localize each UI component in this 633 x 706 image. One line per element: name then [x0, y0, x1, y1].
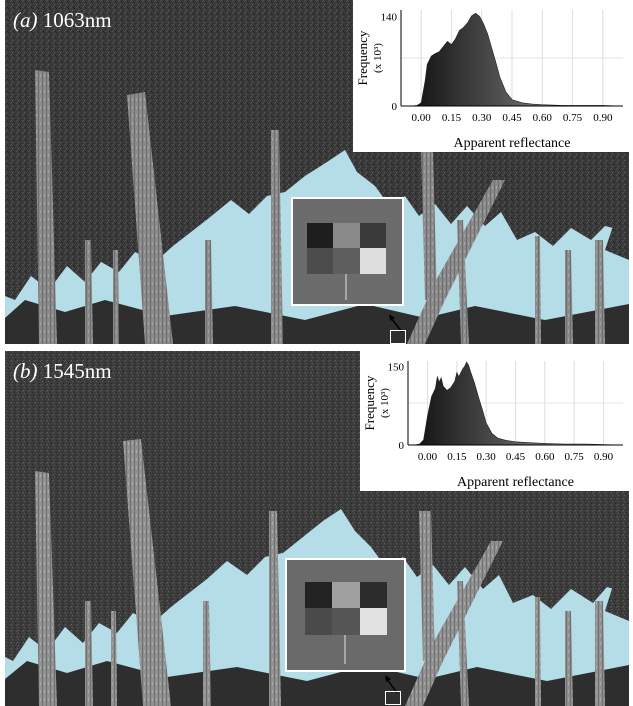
histogram-svg-a: 0.00 0.15 0.30 0.45 0.60 0.75 0.90 0 140 Apparent… — [355, 10, 624, 151]
histogram-b: 0.00 0.15 0.30 0.45 0.60 0.75 0.90 0 150 Apparent… — [360, 351, 629, 491]
x-axis-title: Apparent reflectance — [457, 475, 574, 490]
y-axis-units: (x 10³) — [379, 388, 391, 418]
small-target-marker-b — [385, 691, 401, 705]
panel-letter-a: (a) — [13, 8, 38, 32]
frequency-area — [413, 361, 624, 446]
y-tick-label: 0 — [392, 101, 398, 113]
x-tick-label: 0.90 — [593, 112, 613, 124]
panel-letter-b: (b) — [13, 359, 38, 383]
x-tick-label: 0.45 — [502, 112, 522, 124]
y-axis-title: Frequency — [355, 30, 370, 85]
target-panels-b — [287, 560, 404, 670]
x-axis-title: Apparent reflectance — [454, 136, 571, 151]
x-tick-label: 0.30 — [477, 451, 497, 463]
panel-label-a: (a) 1063nm — [13, 8, 112, 33]
y-axis-title: Frequency — [362, 375, 377, 430]
x-tick-label: 0.90 — [594, 451, 614, 463]
x-tick-label: 0.75 — [563, 112, 583, 124]
reflectance-target-inset-b — [285, 558, 406, 672]
wavelength-label-b: 1545nm — [42, 359, 112, 383]
panel-a: (a) 1063nm 0.00 0.15 0.30 0.45 0.60 0.75 0.90 0… — [5, 0, 629, 344]
target-panels-a — [293, 199, 402, 304]
histogram-a: 0.00 0.15 0.30 0.45 0.60 0.75 0.90 0 140 Apparent… — [353, 0, 629, 152]
x-tick-label: 0.15 — [442, 112, 462, 124]
y-tick-label: 150 — [388, 361, 405, 373]
x-tick-label: 0.75 — [565, 451, 585, 463]
x-tick-label: 0.00 — [412, 112, 432, 124]
x-tick-label: 0.00 — [418, 451, 438, 463]
y-axis-units: (x 10³) — [372, 43, 384, 73]
reflectance-target-inset-a — [291, 197, 404, 306]
x-tick-label: 0.30 — [472, 112, 492, 124]
y-tick-label: 0 — [399, 440, 405, 452]
panel-b: (b) 1545nm 0.00 0.15 0.30 0.45 0.60 0.75 0.90 0… — [5, 351, 629, 706]
x-tick-label: 0.60 — [533, 112, 553, 124]
x-tick-label: 0.15 — [447, 451, 467, 463]
histogram-svg-b: 0.00 0.15 0.30 0.45 0.60 0.75 0.90 0 150 Apparent… — [362, 361, 624, 490]
x-tick-label: 0.45 — [506, 451, 526, 463]
frequency-area — [411, 12, 624, 107]
x-tick-label: 0.60 — [535, 451, 555, 463]
small-target-marker-a — [390, 330, 406, 344]
panel-label-b: (b) 1545nm — [13, 359, 112, 384]
wavelength-label-a: 1063nm — [42, 8, 112, 32]
y-tick-label: 140 — [381, 11, 398, 23]
